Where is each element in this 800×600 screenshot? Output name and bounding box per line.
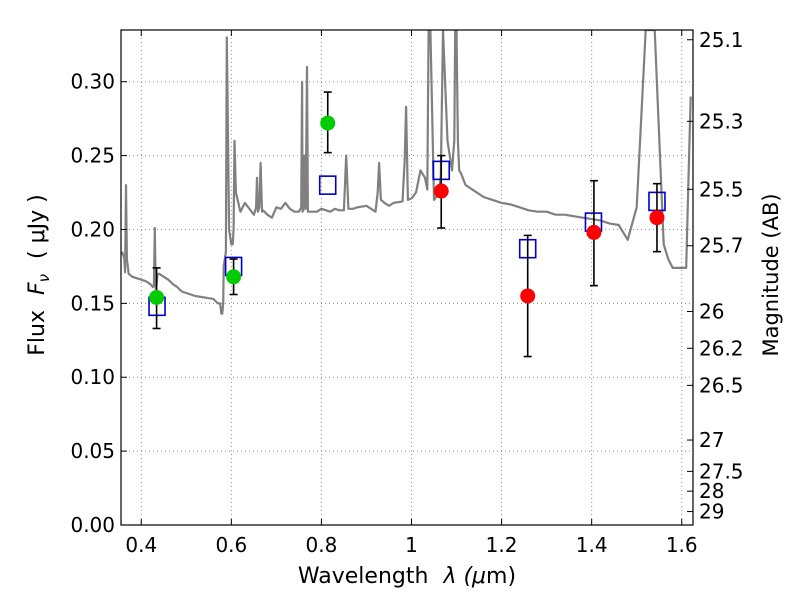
magnitude-tick-label: 25.5 xyxy=(699,177,744,201)
magnitude-tick-label: 27 xyxy=(699,428,724,452)
x-axis-label-main: Wavelength xyxy=(298,564,429,589)
y-axis-label: Flux Fν ( μJy ) xyxy=(25,194,55,355)
x-tick-label: 1 xyxy=(405,533,418,557)
y-tick-label: 0.25 xyxy=(70,144,115,168)
plot-frame xyxy=(120,29,694,526)
x-axis-label-mu: μ xyxy=(471,564,486,589)
x-tick-label: 0.4 xyxy=(125,533,157,557)
magnitude-tick-label: 25.1 xyxy=(699,28,744,52)
x-tick-label: 0.6 xyxy=(215,533,247,557)
magnitude-axis-label: Magnitude (AB) xyxy=(759,193,783,356)
y-axis-label-unit: ( μJy ) xyxy=(25,194,50,259)
x-axis-label-unit: m) xyxy=(486,564,516,589)
x-tick-label: 1.4 xyxy=(576,533,608,557)
x-axis-label: Wavelength λ (μm) xyxy=(298,564,516,589)
axis-ticks: 0.4 0.6 0.8 1 1.2 1.4 1.6 0.00 0.05 0.10 0.15 0.20 0… xyxy=(70,28,743,557)
magnitude-tick-label: 25.3 xyxy=(699,109,744,133)
y-tick-label: 0.15 xyxy=(70,291,115,315)
magnitude-tick-label: 25.7 xyxy=(699,234,744,258)
magnitude-tick-label: 26.2 xyxy=(699,336,744,360)
y-axis-label-main: Flux xyxy=(25,310,50,356)
observed-nir-point xyxy=(649,210,665,226)
y-tick-label: 0.00 xyxy=(70,513,115,537)
observed-photometry-markers xyxy=(149,115,665,305)
model-spectrum-line xyxy=(121,30,692,315)
observed-optical-point xyxy=(320,115,336,131)
observed-optical-point xyxy=(149,289,165,305)
x-tick-label: 1.2 xyxy=(486,533,518,557)
y-axis-label-subscript: ν xyxy=(35,274,53,282)
x-tick-label: 0.8 xyxy=(306,533,338,557)
y-axis-label-symbol: F xyxy=(25,282,50,295)
x-axis-label-symbol: λ ( xyxy=(442,564,473,589)
observed-nir-point xyxy=(433,183,449,199)
plot-area xyxy=(121,30,692,358)
y-tick-label: 0.30 xyxy=(70,70,115,94)
observed-nir-point xyxy=(520,288,536,304)
x-tick-label: 1.6 xyxy=(666,533,698,557)
magnitude-tick-label: 27.5 xyxy=(699,459,744,483)
y-tick-label: 0.05 xyxy=(70,439,115,463)
magnitude-tick-label: 29 xyxy=(699,500,724,524)
y-tick-label: 0.10 xyxy=(70,365,115,389)
observed-optical-point xyxy=(226,269,242,285)
synthetic-photometry-square xyxy=(318,175,337,195)
magnitude-tick-label: 26 xyxy=(699,299,724,323)
observed-nir-point xyxy=(586,224,602,240)
magnitude-tick-label: 26.5 xyxy=(699,373,744,397)
magnitude-tick-label: 28 xyxy=(699,479,724,503)
y-tick-label: 0.20 xyxy=(70,217,115,241)
